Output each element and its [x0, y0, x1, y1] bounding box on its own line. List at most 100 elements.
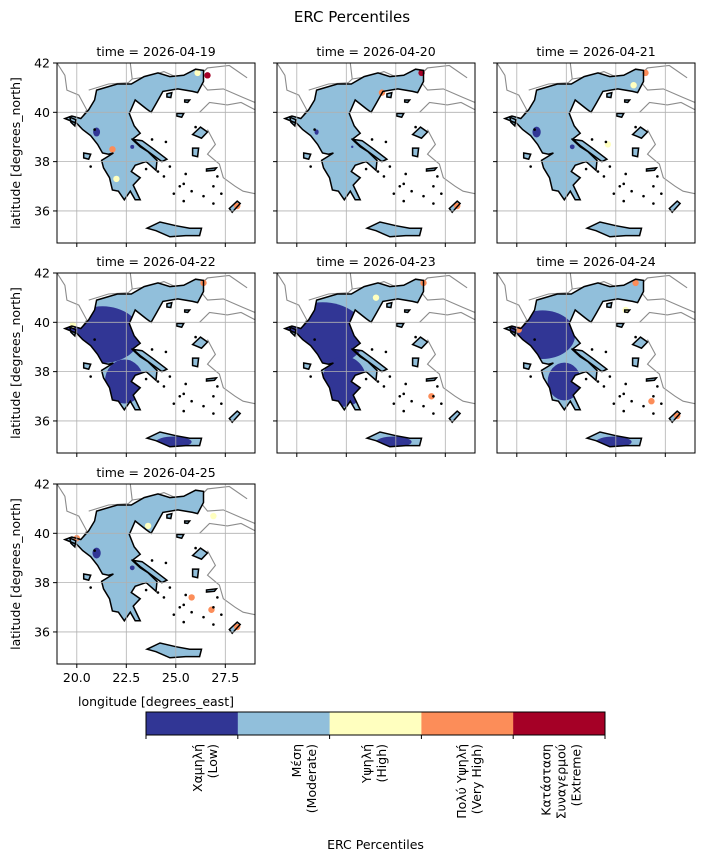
small-island — [414, 335, 417, 339]
land-region — [284, 69, 424, 200]
coastline — [62, 68, 205, 202]
panel-title: time = 2026-04-21 — [536, 44, 655, 59]
map-panel: time = 2026-04-24 — [493, 254, 696, 457]
country-border — [639, 101, 695, 113]
small-island — [652, 394, 655, 398]
colorbar-segment — [329, 712, 422, 735]
hot-spot — [194, 69, 201, 77]
hot-spot — [113, 175, 120, 183]
small-island — [584, 167, 588, 171]
axes-frame — [276, 272, 476, 454]
small-island — [652, 184, 655, 188]
small-island — [212, 412, 215, 415]
panel-title: time = 2026-04-23 — [316, 254, 435, 269]
small-island — [220, 613, 223, 616]
low-class-area — [130, 144, 135, 149]
small-island — [404, 382, 408, 386]
y-tick-label: 40 — [34, 105, 50, 120]
coastline — [205, 587, 219, 593]
small-island — [172, 402, 176, 405]
coastline — [144, 221, 203, 238]
small-island — [150, 138, 154, 141]
small-island — [184, 593, 187, 597]
y-tick-label: 36 — [34, 624, 50, 639]
hot-spot — [109, 146, 116, 153]
coastline — [616, 322, 625, 329]
small-island — [642, 404, 645, 408]
small-island — [608, 375, 612, 378]
colorbar-tick-label: Πολύ Υψηλή(Very High) — [454, 744, 484, 819]
small-island — [190, 399, 193, 403]
small-island — [432, 184, 435, 188]
coastline — [62, 278, 205, 412]
small-island — [178, 184, 182, 188]
small-island — [402, 182, 406, 186]
country-border — [57, 273, 88, 330]
coastline — [411, 126, 429, 140]
coastline — [82, 362, 92, 371]
coastline — [191, 568, 200, 579]
small-island — [622, 409, 626, 413]
small-island — [630, 399, 633, 403]
map-panel: time = 2026-04-23 — [273, 254, 476, 457]
small-island — [440, 192, 443, 195]
panel-title: time = 2026-04-22 — [96, 254, 215, 269]
coastline — [606, 301, 613, 309]
coastline — [584, 431, 643, 448]
coastline — [411, 336, 429, 350]
coastline — [191, 336, 209, 350]
coastline — [302, 152, 312, 161]
small-island — [529, 165, 532, 168]
small-island — [364, 167, 368, 171]
country-border — [419, 311, 475, 323]
small-island — [156, 170, 160, 173]
colorbar-tick-label: ΚατάστασηΣυναγερμού(Extreme) — [539, 744, 584, 819]
small-island — [398, 184, 402, 188]
hot-spot — [648, 398, 655, 405]
coastline — [570, 138, 609, 163]
land-region — [573, 139, 607, 162]
small-island — [150, 348, 154, 351]
small-island — [370, 138, 374, 141]
land-region — [147, 222, 202, 237]
country-border — [88, 484, 133, 512]
small-island — [182, 199, 186, 203]
small-island — [190, 189, 193, 193]
country-border — [199, 522, 255, 534]
country-border — [57, 63, 88, 120]
coastline — [144, 431, 203, 448]
country-border — [206, 129, 255, 195]
small-island — [622, 199, 626, 203]
coastline — [191, 147, 200, 158]
small-island — [156, 591, 160, 594]
small-island — [162, 596, 166, 599]
coastline — [176, 533, 185, 540]
small-island — [608, 165, 612, 168]
small-island — [178, 394, 182, 398]
small-island — [410, 399, 413, 403]
colorbar-frame — [145, 711, 606, 736]
low-class-area — [104, 359, 144, 404]
coastline — [508, 325, 517, 338]
coastline — [282, 68, 425, 202]
axes-frame — [56, 483, 256, 665]
small-island — [604, 140, 608, 144]
small-island — [384, 140, 388, 144]
hot-spot — [144, 522, 152, 530]
small-island — [533, 128, 536, 131]
small-island — [529, 375, 532, 378]
small-island — [384, 350, 388, 354]
coastline — [425, 376, 439, 382]
small-island — [432, 412, 435, 415]
country-border — [88, 273, 133, 301]
coastline — [166, 91, 173, 99]
small-island — [652, 412, 655, 415]
small-island — [402, 199, 406, 203]
small-island — [364, 377, 368, 381]
y-tick-label: 36 — [34, 203, 50, 218]
coastline — [130, 138, 169, 163]
small-island — [212, 394, 215, 398]
country-border — [426, 129, 475, 195]
small-island — [144, 377, 148, 381]
